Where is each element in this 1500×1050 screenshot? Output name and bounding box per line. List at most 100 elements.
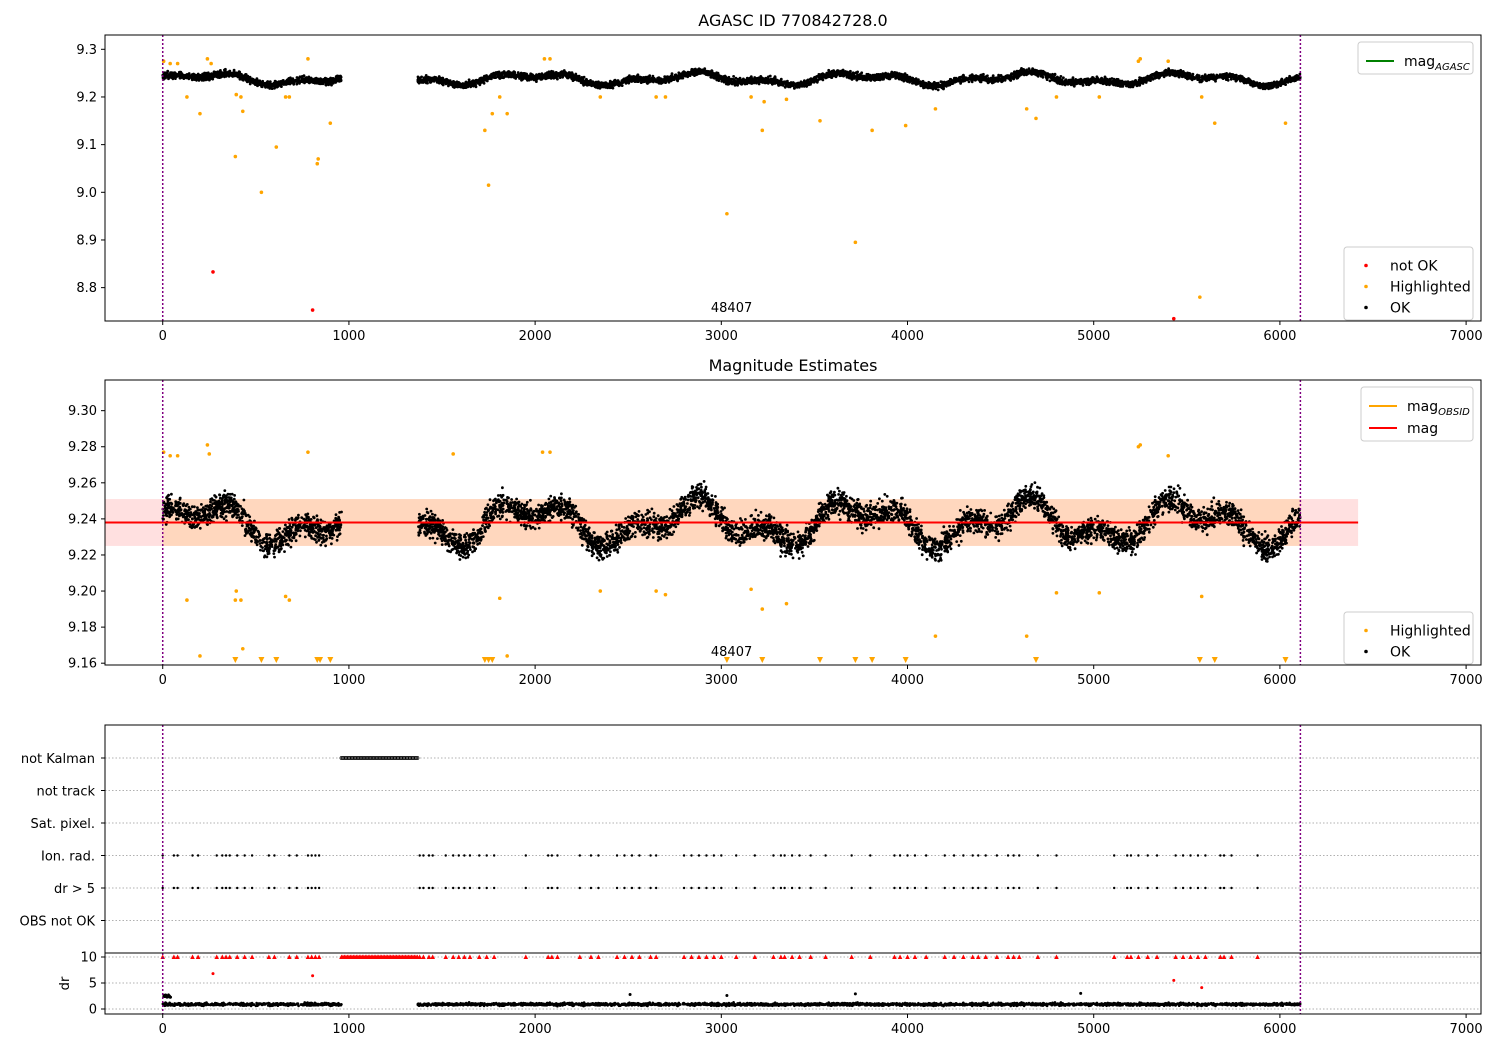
panel1-title: AGASC ID 770842728.0 xyxy=(698,11,887,30)
ok-point xyxy=(215,75,218,79)
ok-point xyxy=(274,81,278,85)
ok-point xyxy=(649,78,653,82)
ok-point xyxy=(1028,69,1031,73)
ok-point xyxy=(205,73,209,77)
ok-point xyxy=(849,69,852,73)
ok-point xyxy=(1051,77,1054,80)
ok-point xyxy=(1048,79,1052,83)
ok-point xyxy=(279,80,283,83)
ok-point xyxy=(339,75,343,79)
ok-point xyxy=(740,82,744,86)
ok-point xyxy=(319,77,322,80)
ok-point xyxy=(251,77,255,81)
ok-point xyxy=(420,75,423,79)
ok-point xyxy=(562,69,566,73)
ok-point xyxy=(321,79,325,82)
ok-point xyxy=(248,82,252,86)
ok-point xyxy=(1294,74,1298,78)
ok-point xyxy=(264,85,267,89)
ok-point xyxy=(860,71,864,75)
ok-point xyxy=(657,77,660,81)
ok-point xyxy=(166,69,170,73)
ok-point xyxy=(1218,73,1222,76)
ok-point xyxy=(339,79,343,83)
ok-point xyxy=(585,77,588,81)
ok-point xyxy=(256,79,259,82)
ok-point xyxy=(184,73,188,77)
ok-point xyxy=(760,78,764,81)
ok-point xyxy=(261,79,265,83)
ok-point xyxy=(283,81,287,85)
ok-point xyxy=(1113,78,1116,82)
ok-point xyxy=(234,71,238,75)
ok-point xyxy=(573,76,577,80)
ok-point xyxy=(198,77,201,81)
ok-point xyxy=(636,74,639,77)
ok-point xyxy=(262,82,266,85)
ok-point xyxy=(271,84,275,88)
ok-point xyxy=(1286,80,1290,84)
ok-point xyxy=(581,77,585,80)
ok-point xyxy=(1188,76,1192,80)
ok-point xyxy=(334,81,337,84)
ok-point xyxy=(319,79,323,83)
ok-point xyxy=(722,75,725,79)
ok-point xyxy=(290,81,294,85)
ok-point xyxy=(289,76,292,80)
ok-point xyxy=(416,75,420,79)
ok-point xyxy=(692,72,696,75)
ok-point xyxy=(817,73,821,77)
ok-point xyxy=(764,81,767,85)
ok-point xyxy=(201,72,205,76)
ok-point xyxy=(1289,80,1292,84)
ok-point xyxy=(254,81,258,85)
ok-point xyxy=(169,75,172,79)
ok-point xyxy=(655,80,658,84)
ok-point xyxy=(1120,80,1124,83)
ok-point xyxy=(444,82,448,86)
ok-point xyxy=(326,80,329,84)
ok-point xyxy=(270,86,273,90)
ok-point xyxy=(218,75,221,79)
ok-point xyxy=(260,83,263,87)
ok-point xyxy=(303,81,306,85)
ok-point xyxy=(236,72,240,76)
ok-point xyxy=(510,74,513,78)
ok-point xyxy=(1193,76,1196,80)
ok-point xyxy=(198,74,202,77)
ok-point xyxy=(287,80,291,84)
ok-point xyxy=(960,75,963,79)
ok-point xyxy=(329,79,333,83)
ok-point xyxy=(246,80,250,83)
ok-point xyxy=(315,78,319,82)
ok-point xyxy=(325,78,329,81)
ok-point xyxy=(728,80,731,84)
ok-point xyxy=(248,76,252,80)
ok-point xyxy=(291,77,295,81)
ok-point xyxy=(474,85,478,89)
ok-point xyxy=(941,86,945,90)
ok-point xyxy=(232,68,236,72)
ok-point xyxy=(194,73,197,77)
ok-point xyxy=(295,82,299,86)
ok-point xyxy=(206,78,209,81)
ok-point xyxy=(1016,76,1020,80)
ok-point xyxy=(1110,77,1114,80)
ok-point xyxy=(294,79,297,83)
ok-point xyxy=(298,80,301,83)
ok-point xyxy=(179,73,183,77)
ok-point xyxy=(1053,72,1057,76)
ok-point xyxy=(1203,73,1207,76)
ok-point xyxy=(841,68,845,72)
ok-point xyxy=(1196,77,1200,81)
ok-point xyxy=(761,80,765,84)
ok-point xyxy=(238,76,242,79)
ok-point xyxy=(164,76,167,80)
ok-point xyxy=(462,83,466,87)
ok-point xyxy=(257,82,261,86)
ok-point xyxy=(611,86,615,90)
ok-point xyxy=(437,81,441,85)
ok-point xyxy=(223,68,226,72)
ok-point xyxy=(767,75,770,79)
